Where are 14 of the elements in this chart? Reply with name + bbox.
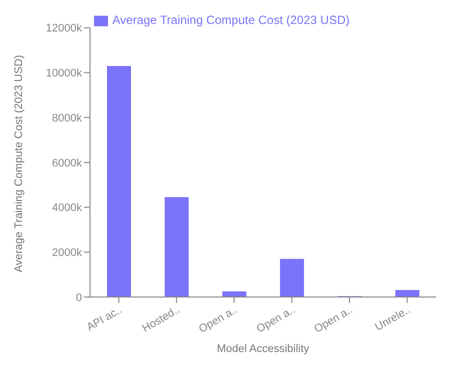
legend-label: Average Training Compute Cost (2023 USD): [112, 13, 350, 27]
y-tick-label: 8000k: [52, 112, 82, 124]
y-tick-label: 6000k: [52, 157, 82, 170]
y-tick-label: 0: [76, 292, 82, 304]
y-tick-label: 4000k: [52, 202, 82, 214]
y-tick-label: 10000k: [46, 68, 82, 80]
x-axis-title: Model Accessibility: [216, 343, 310, 355]
y-axis-title: Average Training Compute Cost (2023 USD): [12, 54, 25, 272]
y-tick-label: 2000k: [52, 247, 82, 260]
x-tick-label: API ac..: [84, 304, 124, 334]
x-tick-label: Open a..: [197, 304, 240, 336]
y-tick-label: 12000k: [46, 22, 82, 35]
x-tick-label: Open a..: [312, 304, 355, 336]
x-tick-label: Open a..: [254, 304, 298, 336]
